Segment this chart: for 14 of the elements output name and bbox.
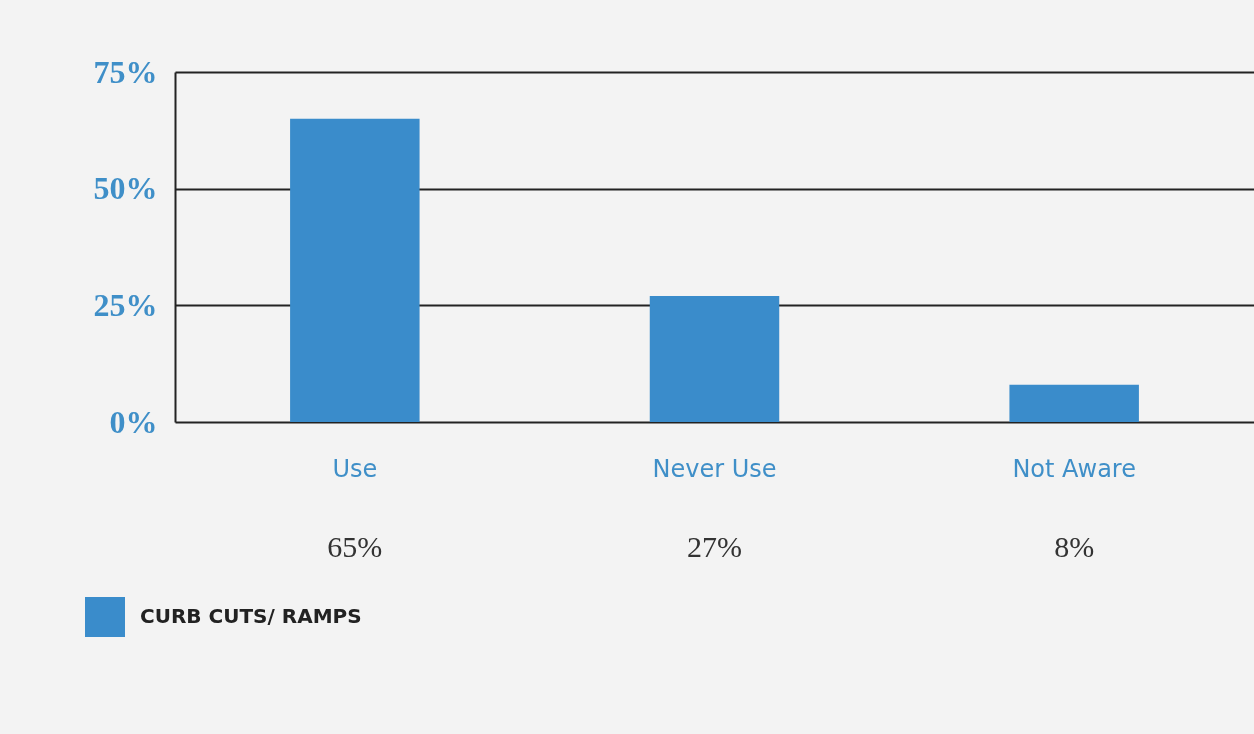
y-tick-label: 50%	[93, 170, 158, 207]
bar	[290, 118, 420, 422]
text: 65%	[327, 530, 383, 563]
x-tick-label: Use	[332, 454, 378, 483]
text: 27%	[687, 530, 742, 563]
text: 8%	[1054, 530, 1095, 563]
legend-label: CURB CUTS/ RAMPS	[140, 604, 362, 628]
y-tick-label: 75%	[93, 53, 158, 90]
x-tick-label: Never Use	[652, 454, 777, 483]
y-tick-label: 25%	[93, 286, 158, 323]
y-tick-label: 0%	[109, 403, 158, 440]
bar	[1009, 384, 1139, 422]
bar	[649, 296, 780, 422]
x-tick-label: Not Aware	[1012, 454, 1136, 483]
